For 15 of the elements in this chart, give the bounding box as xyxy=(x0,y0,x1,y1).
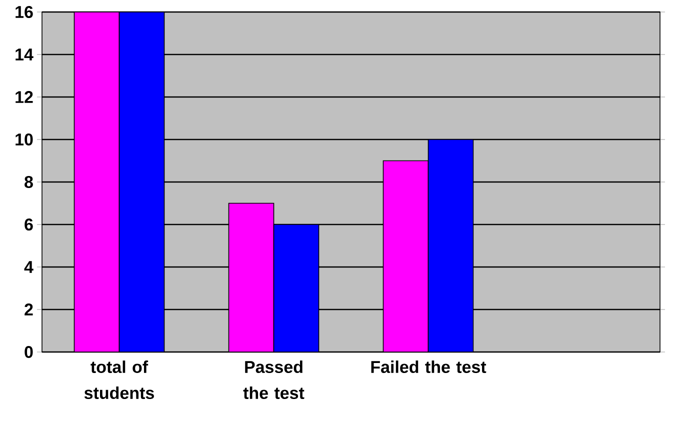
y-tick-label: 0 xyxy=(24,346,33,358)
x-tick-label: total of students xyxy=(84,360,154,400)
bar xyxy=(228,202,274,352)
x-tick-label: Passed the test xyxy=(243,360,304,400)
y-tick-label: 2 xyxy=(24,304,33,316)
y-tick-label: 8 xyxy=(24,176,33,188)
y-tick-label: 6 xyxy=(24,218,33,231)
y-tick-label: 4 xyxy=(24,261,34,273)
y-tick-label: 16 xyxy=(16,6,33,18)
y-tick-label: 12 xyxy=(16,91,33,103)
bar xyxy=(74,12,120,352)
x-tick-label: Failed the test xyxy=(371,360,486,374)
bar xyxy=(382,160,429,352)
y-tick-label: 10 xyxy=(16,133,33,146)
y-tick-label: 14 xyxy=(16,48,34,60)
